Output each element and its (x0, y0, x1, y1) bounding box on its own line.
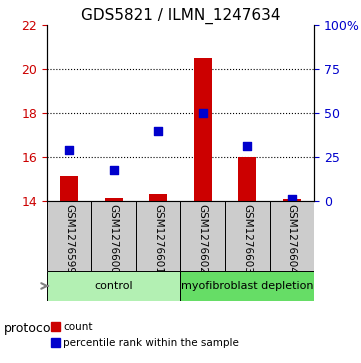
FancyBboxPatch shape (180, 271, 314, 301)
Point (111, 167, 117, 173)
Point (155, 128, 161, 134)
Text: GSM1276604: GSM1276604 (287, 204, 297, 274)
Point (244, 143, 250, 149)
Text: GSM1276599: GSM1276599 (64, 204, 74, 274)
FancyBboxPatch shape (91, 201, 136, 271)
Bar (105, 199, 123, 201)
FancyBboxPatch shape (136, 201, 180, 271)
FancyBboxPatch shape (225, 201, 270, 271)
FancyBboxPatch shape (270, 201, 314, 271)
Bar (149, 194, 167, 201)
Text: GSM1276600: GSM1276600 (109, 204, 119, 274)
Bar (283, 200, 301, 201)
Text: GSM1276602: GSM1276602 (198, 204, 208, 274)
Text: count: count (63, 322, 93, 332)
FancyBboxPatch shape (47, 271, 180, 301)
Bar (238, 157, 256, 201)
Text: GSM1276601: GSM1276601 (153, 204, 163, 274)
Text: protocol: protocol (4, 322, 55, 335)
FancyBboxPatch shape (180, 201, 225, 271)
Text: percentile rank within the sample: percentile rank within the sample (63, 338, 239, 348)
Bar (60, 176, 78, 201)
Text: GSM1276603: GSM1276603 (242, 204, 252, 274)
Point (200, 110, 206, 116)
FancyBboxPatch shape (47, 201, 91, 271)
Point (289, 197, 295, 203)
Text: myofibroblast depletion: myofibroblast depletion (181, 281, 314, 291)
Bar (194, 58, 212, 201)
Point (66, 147, 72, 153)
Text: control: control (95, 281, 133, 291)
Title: GDS5821 / ILMN_1247634: GDS5821 / ILMN_1247634 (81, 8, 280, 24)
